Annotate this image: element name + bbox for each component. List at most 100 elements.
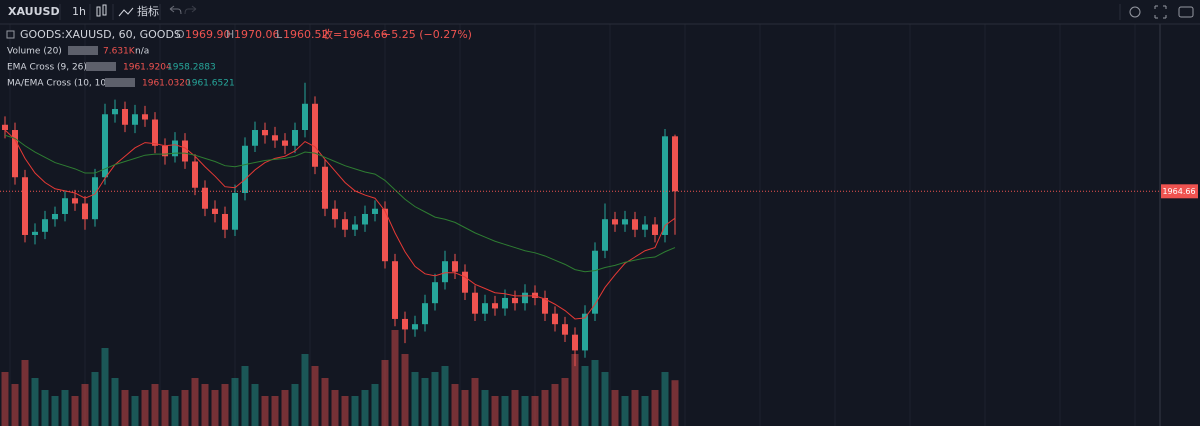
- symbol[interactable]: XAUUSD: [8, 5, 60, 18]
- volume-bar: [161, 390, 169, 426]
- interval[interactable]: 1h: [72, 5, 86, 18]
- volume-bar: [481, 390, 489, 426]
- volume-extra: n/a: [135, 47, 149, 57]
- candle-body: [332, 208, 338, 220]
- indicators-button[interactable]: 指标: [137, 4, 159, 18]
- volume-bar: [401, 354, 409, 426]
- candle-body: [82, 203, 88, 220]
- candle-body: [432, 282, 438, 304]
- candle-body: [602, 219, 608, 251]
- maema-slow: 1961.6521: [186, 79, 235, 89]
- candle-body: [252, 130, 258, 146]
- volume-bar: [411, 372, 419, 426]
- candle-body: [122, 109, 128, 125]
- volume-bar: [601, 372, 609, 426]
- volume-bar: [31, 378, 39, 426]
- collapse-button[interactable]: [6, 30, 15, 39]
- redo-button[interactable]: [184, 5, 197, 15]
- volume-bar: [341, 396, 349, 426]
- candle-body: [342, 219, 348, 230]
- candle-body: [382, 208, 388, 262]
- volume-bar: [241, 366, 249, 426]
- volume-bar: [91, 372, 99, 426]
- volume-bar: [351, 396, 359, 426]
- candle-body: [72, 198, 78, 204]
- volume-bar: [211, 390, 219, 426]
- candle-body: [22, 177, 28, 235]
- candle-body: [622, 219, 628, 225]
- volume-bar: [321, 378, 329, 426]
- candle-body: [452, 261, 458, 272]
- candle-body: [272, 135, 278, 141]
- price-labels: 1964.66: [0, 184, 1198, 199]
- indicator-buttons[interactable]: [105, 78, 135, 87]
- candle-body: [632, 219, 638, 230]
- volume-bar: [561, 378, 569, 426]
- volume-bar: [621, 396, 629, 426]
- volume-bar: [611, 390, 619, 426]
- toolbar: [0, 0, 1200, 24]
- undo-button[interactable]: [169, 5, 182, 15]
- candle-body: [92, 177, 98, 220]
- candle-body: [512, 297, 518, 304]
- candle-body: [582, 313, 588, 351]
- volume-bar: [151, 384, 159, 426]
- candle-body: [662, 136, 668, 235]
- chart-style-button[interactable]: [96, 4, 107, 17]
- candle-body: [132, 114, 138, 125]
- candle-body: [352, 224, 358, 230]
- last-price-label: 1964.66: [1162, 187, 1195, 196]
- low-label: L: [276, 28, 283, 41]
- candle-body: [522, 292, 528, 304]
- volume-bar: [511, 390, 519, 426]
- screenshot-button[interactable]: [1178, 6, 1194, 18]
- candle-body: [362, 213, 368, 225]
- volume-bar: [261, 396, 269, 426]
- volume-bar: [551, 384, 559, 426]
- volume-bar: [361, 390, 369, 426]
- volume-bar: [311, 366, 319, 426]
- settings-button[interactable]: [1129, 6, 1141, 18]
- main-series-title: GOODS:XAUUSD, 60, GOODS: [20, 28, 181, 41]
- volume-bar: [531, 396, 539, 426]
- candle-body: [412, 324, 418, 330]
- candle-body: [402, 318, 408, 330]
- volume-bar: [391, 330, 399, 426]
- candle-body: [552, 313, 558, 325]
- candle-body: [442, 261, 448, 283]
- volume-bar: [491, 396, 499, 426]
- volume-name: Volume (20): [7, 47, 62, 57]
- volume-bar: [441, 366, 449, 426]
- grid: [9, 24, 1136, 426]
- candle-body: [62, 198, 68, 214]
- high-value: 1970.06: [234, 28, 280, 41]
- candle-body: [2, 124, 8, 131]
- candle-body: [202, 187, 208, 209]
- volume-bar: [61, 390, 69, 426]
- fullscreen-button[interactable]: [1154, 5, 1167, 19]
- candle-body: [282, 140, 288, 146]
- ema-name: EMA Cross (9, 26): [7, 63, 87, 73]
- open-value: 1969.90: [185, 28, 231, 41]
- volume-bar: [641, 396, 649, 426]
- volume-bar: [591, 360, 599, 426]
- candle-body: [242, 145, 248, 193]
- candle-body: [672, 136, 678, 192]
- volume-bar: [541, 390, 549, 426]
- high-label: H: [226, 28, 234, 41]
- volume-bar: [431, 372, 439, 426]
- indicators-icon[interactable]: [118, 7, 134, 17]
- volume-bar: [251, 384, 259, 426]
- moving-average: [4, 129, 676, 320]
- price-pane: [2, 82, 678, 367]
- volume-bar: [111, 378, 119, 426]
- volume-bar: [131, 396, 139, 426]
- candle-body: [322, 166, 328, 209]
- ema-fast: 1961.9204: [123, 63, 172, 73]
- indicator-buttons[interactable]: [86, 62, 116, 71]
- volume-bar: [521, 396, 529, 426]
- candle-body: [52, 213, 58, 220]
- indicator-buttons[interactable]: [68, 46, 98, 55]
- volume-bar: [301, 354, 309, 426]
